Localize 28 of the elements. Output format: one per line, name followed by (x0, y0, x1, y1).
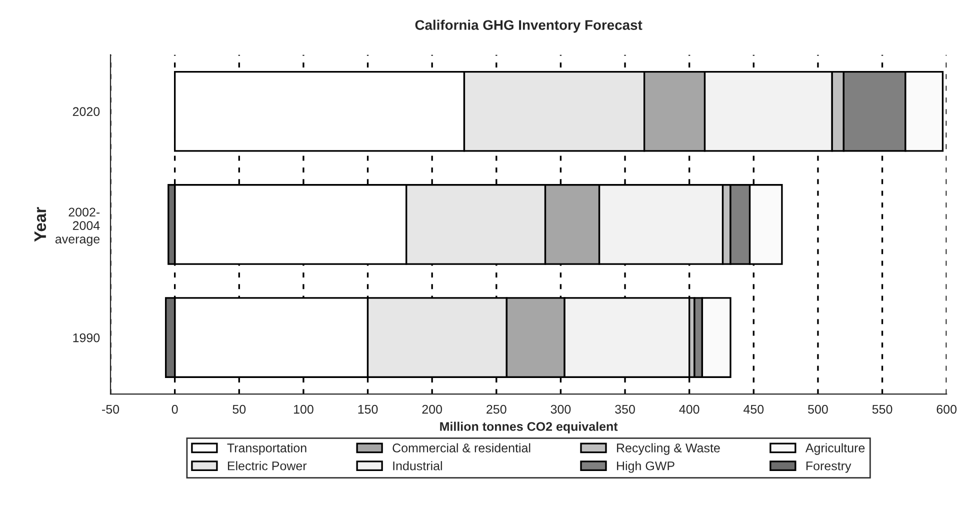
y-tick-label: 1990 (73, 333, 100, 342)
x-axis-title: Million tonnes CO2 equivalent (440, 422, 618, 434)
y-tick-label: 2002- 2004 average (55, 208, 100, 246)
x-tick-label: 200 (422, 404, 442, 414)
x-tick-label: 50 (232, 404, 246, 414)
x-tick-label: 250 (486, 404, 506, 414)
legend-label: Forestry (806, 462, 852, 473)
legend-label: Transportation (227, 443, 306, 455)
x-tick-label: 100 (294, 404, 314, 414)
legend-label: Agriculture (805, 443, 865, 455)
x-tick-label: 450 (744, 404, 764, 414)
y-axis-title: Year (34, 207, 46, 242)
x-tick-label: 400 (679, 404, 700, 414)
x-tick-label: 300 (550, 404, 571, 414)
legend-label: Commercial & residential (392, 443, 530, 452)
x-tick-label: 600 (936, 404, 957, 414)
x-tick-label: 500 (808, 404, 828, 414)
legend-label: Industrial (393, 461, 442, 470)
x-tick-label: 150 (358, 404, 378, 414)
legend-label: Electric Power (228, 461, 307, 470)
x-tick-label: 0 (172, 404, 178, 414)
legend-label: Recycling & Waste (617, 443, 720, 455)
x-tick-label: 550 (872, 404, 892, 414)
chart-title: California GHG Inventory Forecast (415, 20, 642, 33)
legend-label: High GWP (617, 461, 674, 473)
x-tick-label: 350 (615, 404, 635, 414)
x-tick-label: -50 (102, 404, 120, 414)
y-tick-label: 2020 (72, 107, 100, 116)
